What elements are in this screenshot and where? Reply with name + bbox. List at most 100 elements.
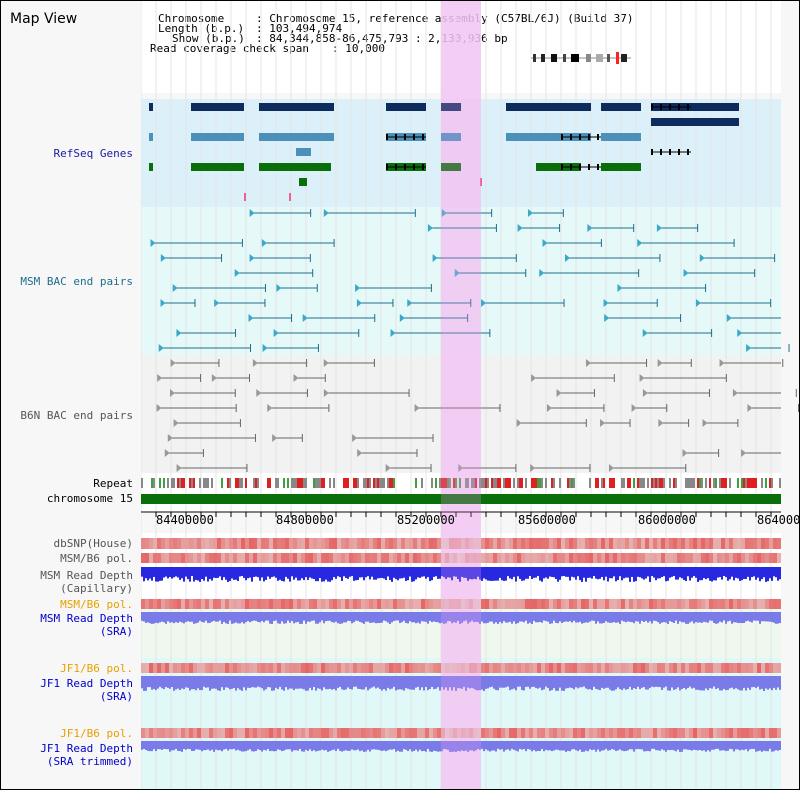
depth-bar — [313, 676, 315, 687]
depth-bar — [589, 676, 591, 690]
depth-bar — [733, 567, 735, 581]
depth-bar — [279, 567, 281, 580]
depth-bar — [613, 741, 615, 750]
depth-bar — [307, 612, 309, 622]
depth-bar — [311, 741, 313, 752]
track-label-jf1-depth-sra[interactable]: JF1 Read Depth — [40, 677, 133, 690]
depth-bar — [597, 741, 599, 750]
depth-bar — [323, 676, 325, 688]
track-label-b6n-bac[interactable]: B6N BAC end pairs — [20, 409, 133, 422]
depth-bar — [735, 567, 737, 578]
heat-cell — [405, 553, 409, 563]
heat-cell — [177, 663, 181, 673]
heat-cell — [533, 663, 537, 673]
depth-bar — [447, 741, 449, 750]
heat-cell — [193, 599, 197, 609]
heat-cell — [641, 728, 645, 738]
gene-exon-block — [291, 103, 334, 111]
heat-cell — [385, 599, 389, 609]
track-label-msm-b6-pol-sra[interactable]: MSM/B6 pol. — [60, 598, 133, 611]
depth-bar — [661, 567, 663, 578]
heat-cell — [745, 599, 749, 609]
track-label-msm-bac[interactable]: MSM BAC end pairs — [20, 275, 133, 288]
depth-bar — [649, 612, 651, 622]
repeat-mark — [173, 478, 175, 488]
depth-bar — [265, 741, 267, 751]
heat-cell — [545, 728, 549, 738]
depth-bar — [281, 676, 283, 690]
genome-viewer[interactable] — [141, 1, 800, 790]
depth-bar — [647, 567, 649, 577]
track-label-msm-depth-sra[interactable]: MSM Read Depth — [40, 612, 133, 625]
depth-bar — [493, 612, 495, 624]
track-label-refseq-genes[interactable]: RefSeq Genes — [53, 147, 133, 160]
heat-cell — [209, 663, 213, 673]
depth-bar — [239, 741, 241, 751]
heat-cell — [761, 663, 765, 673]
ideogram-marker — [616, 52, 619, 64]
heat-cell — [181, 663, 185, 673]
repeat-mark — [553, 478, 555, 488]
heat-cell — [669, 599, 673, 609]
track-label-jf1-depth-trimmed[interactable]: JF1 Read Depth — [40, 742, 133, 755]
depth-bar — [321, 676, 323, 691]
depth-bar — [735, 741, 737, 750]
depth-bar — [475, 612, 477, 622]
heat-cell — [649, 599, 653, 609]
depth-bar — [291, 741, 293, 752]
depth-bar — [749, 676, 751, 690]
depth-bar — [623, 567, 625, 579]
depth-bar — [231, 612, 233, 624]
heat-cell — [265, 599, 269, 609]
heat-cell — [677, 538, 681, 549]
heat-cell — [177, 538, 181, 549]
depth-bar — [291, 676, 293, 689]
heat-cell — [561, 728, 565, 738]
heat-cell — [145, 599, 149, 609]
heat-cell — [173, 728, 177, 738]
depth-bar — [471, 612, 473, 621]
track-label-jf1-b6-pol-trimmed[interactable]: JF1/B6 pol. — [60, 727, 133, 740]
heat-cell — [737, 663, 741, 673]
depth-bar — [271, 676, 273, 691]
track-label-jf1-b6-pol[interactable]: JF1/B6 pol. — [60, 662, 133, 675]
depth-bar — [777, 741, 779, 751]
heat-cell — [453, 538, 457, 549]
heat-cell — [609, 663, 613, 673]
depth-bar — [253, 676, 255, 688]
depth-bar — [395, 612, 397, 621]
depth-bar — [297, 741, 299, 751]
heat-cell — [149, 728, 153, 738]
depth-bar — [511, 567, 513, 580]
track-label-msm-depth-capillary[interactable]: MSM Read Depth — [40, 569, 133, 582]
depth-bar — [265, 676, 267, 690]
depth-bar — [435, 612, 437, 622]
track-label-msm-b6-pol[interactable]: MSM/B6 pol. — [60, 552, 133, 565]
heat-cell — [317, 553, 321, 563]
heat-cell — [161, 663, 165, 673]
repeat-mark — [609, 478, 613, 488]
heat-cell — [313, 599, 317, 609]
track-label-dbsnp[interactable]: dbSNP(House) — [53, 537, 133, 550]
depth-bar — [433, 567, 435, 577]
depth-bar — [663, 741, 665, 751]
heat-cell — [253, 728, 257, 738]
depth-bar — [687, 612, 689, 624]
bac-end-marker — [527, 209, 533, 217]
depth-bar — [443, 676, 445, 690]
depth-bar — [407, 676, 409, 689]
gene-small-feature — [289, 193, 291, 201]
bac-end-marker — [441, 209, 447, 217]
depth-bar — [231, 567, 233, 579]
heat-cell — [773, 663, 777, 673]
heat-cell — [505, 553, 509, 563]
heat-cell — [753, 599, 757, 609]
depth-bar — [201, 567, 203, 580]
depth-bar — [447, 567, 449, 578]
repeat-mark — [295, 478, 297, 488]
depth-bar — [615, 676, 617, 690]
repeat-mark — [323, 478, 325, 488]
depth-bar — [183, 676, 185, 690]
heat-cell — [441, 663, 445, 673]
